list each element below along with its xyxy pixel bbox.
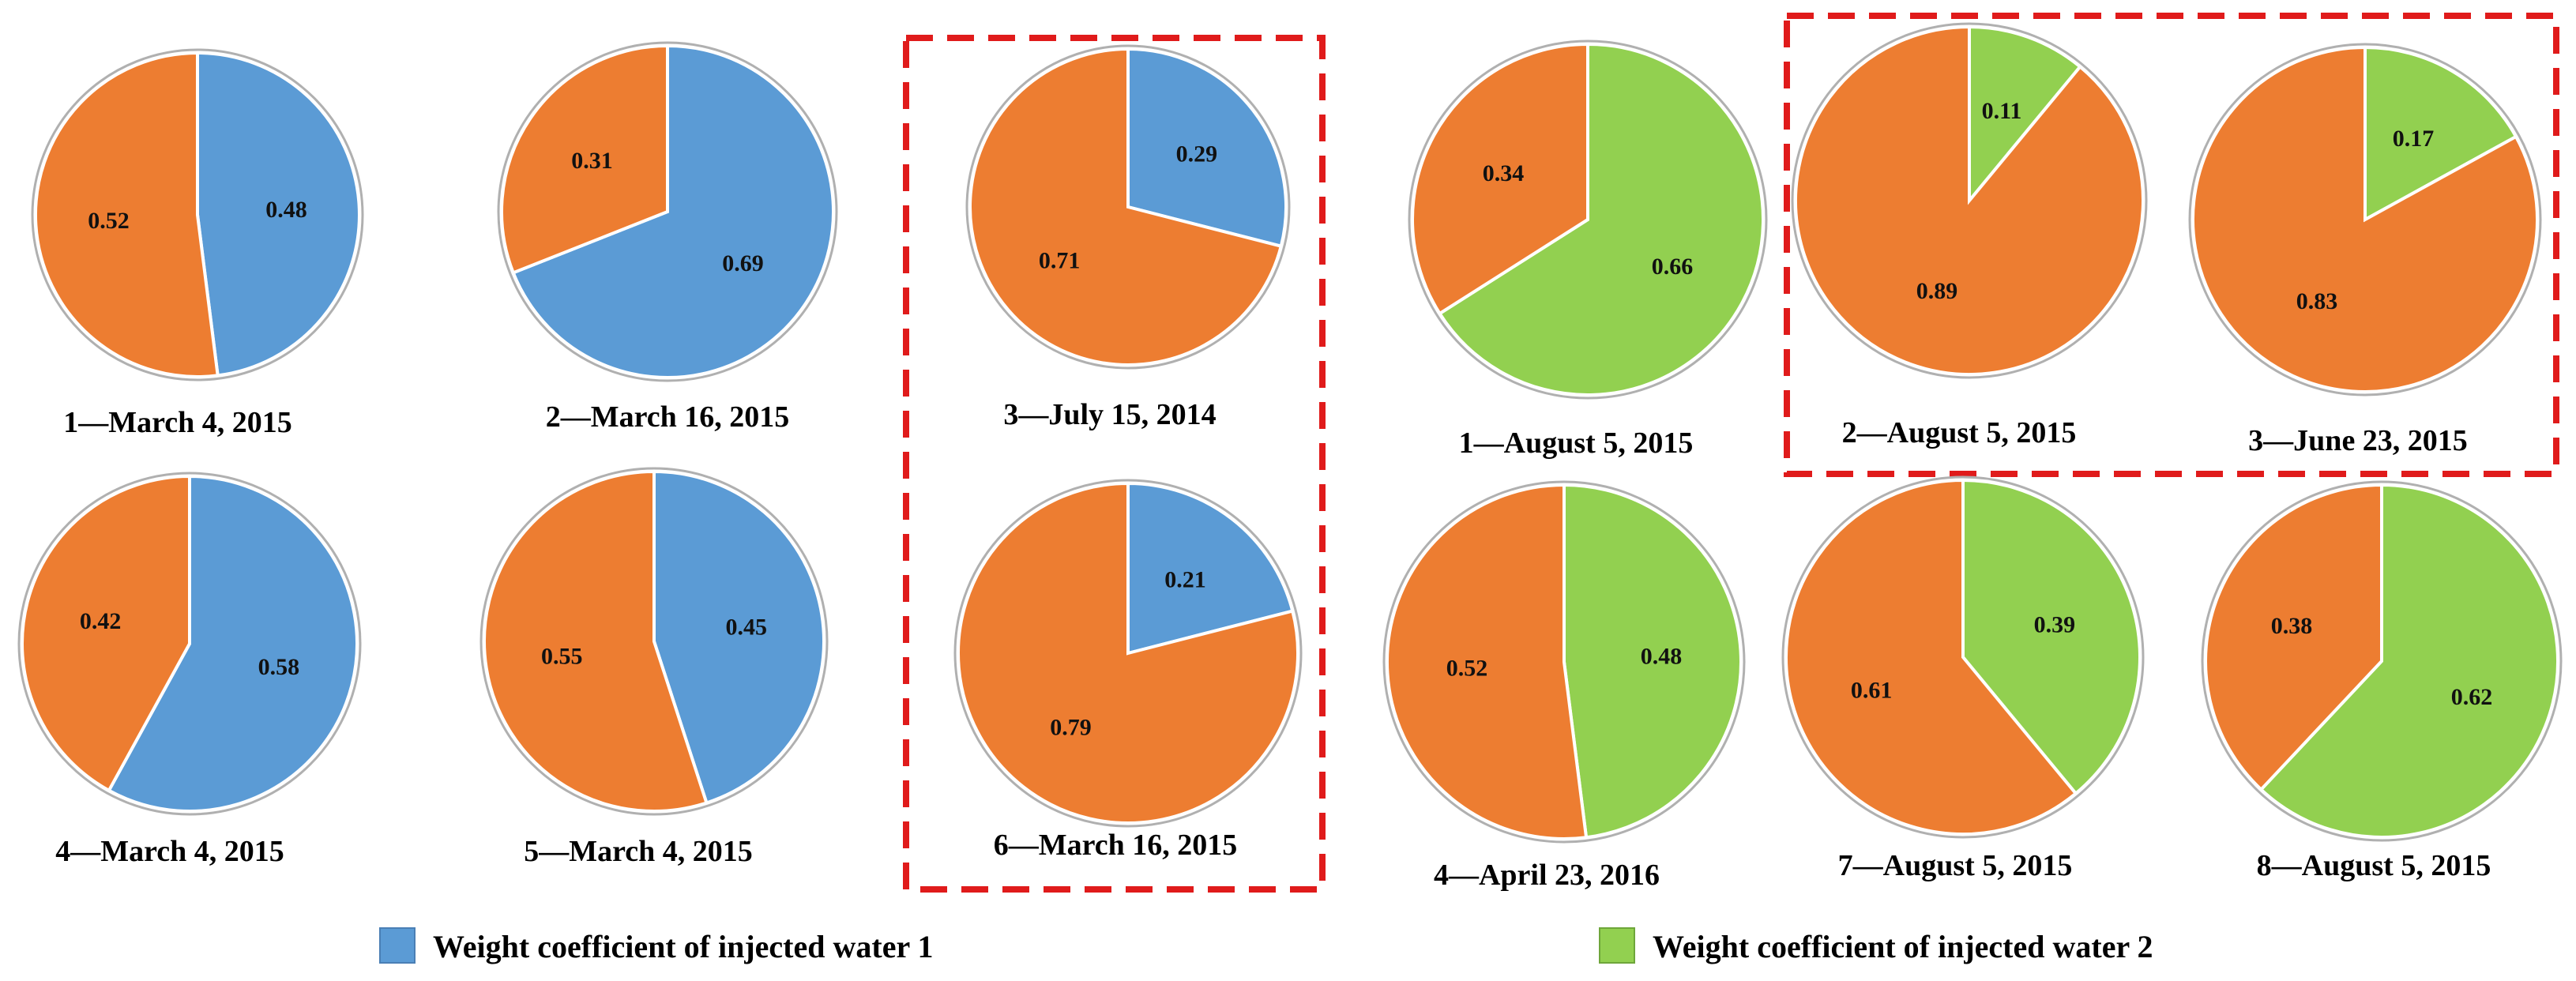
pie-value-label: 0.29 [1176,141,1218,167]
pie-caption: 7—August 5, 2015 [1838,849,2073,882]
pie-chart-9: 0.17 0.83 3—June 23, 2015 [2188,43,2542,457]
pie-slice-orange [1386,483,1589,840]
highlight-box-right [1784,13,2559,477]
pie-outline [479,467,829,816]
pie-chart-5: 0.45 0.55 5—March 4, 2015 [479,467,829,868]
pie-value-label: 0.45 [726,615,768,641]
pie-outline [965,44,1291,370]
pie-slice-green [2258,483,2559,839]
pie-chart-11: 0.39 0.61 7—August 5, 2015 [1781,475,2145,882]
pie-slice-blue [1126,47,1288,249]
pie-value-label: 0.48 [1641,643,1683,669]
pie-value-label: 0.58 [258,654,300,680]
pie-caption: 2—August 5, 2015 [1842,416,2077,449]
pie-caption: 4—March 4, 2015 [55,835,284,868]
legend-label-water-2: Weight coefficient of injected water 2 [1653,929,2153,964]
pie-value-label: 0.31 [571,148,613,174]
pie-slice-green [1961,478,2142,796]
legend-label-water-1: Weight coefficient of injected water 1 [433,929,934,964]
pie-value-label: 0.71 [1039,247,1081,273]
pie-value-label: 0.52 [88,208,130,234]
pie-value-label: 0.38 [2271,613,2313,639]
pie-slice-green [1563,483,1743,840]
pie-chart-12: 0.62 0.38 8—August 5, 2015 [2201,480,2563,882]
pie-value-label: 0.17 [2393,126,2435,152]
pie-value-label: 0.39 [2034,611,2076,637]
pie-outline [1408,39,1768,400]
pie-slice-orange [1411,42,1589,316]
pie-caption: 1—March 4, 2015 [63,406,292,439]
pie-chart-2: 0.69 0.31 2—March 16, 2015 [497,41,838,434]
pie-value-label: 0.89 [1916,278,1958,304]
pie-caption: 5—March 4, 2015 [524,835,753,868]
pie-value-label: 0.48 [265,197,307,223]
legend-swatch-water-2 [1599,927,1635,964]
pie-slice-green [1437,42,1765,397]
pie-value-label: 0.79 [1050,714,1092,740]
pie-slice-blue [1126,481,1295,656]
pie-caption: 2—March 16, 2015 [546,400,790,434]
pie-value-label: 0.83 [2296,288,2338,314]
pie-value-label: 0.69 [722,250,764,276]
pie-value-label: 0.55 [541,644,583,670]
pie-slice-orange [1784,478,2078,836]
pie-value-label: 0.61 [1851,678,1893,704]
highlight-box-left [903,35,1326,893]
pie-slice-orange [968,47,1284,366]
pie-outline [1382,480,1746,844]
pie-outline [2201,480,2563,842]
pie-slice-orange [20,474,191,793]
pie-chart-1: 0.48 0.52 1—March 4, 2015 [31,48,364,439]
pie-chart-4: 0.58 0.42 4—March 4, 2015 [17,472,362,868]
pie-slice-orange [2204,483,2383,792]
pie-caption: 4—April 23, 2016 [1434,859,1660,892]
pie-outline [17,472,362,816]
legend: Weight coefficient of injected water 1 W… [379,927,2153,964]
pie-slice-orange [34,51,220,378]
pie-value-label: 0.11 [1982,98,2022,124]
pie-slice-orange [957,481,1299,825]
pie-caption: 3—July 15, 2014 [1003,398,1216,431]
pie-value-label: 0.52 [1446,656,1488,682]
pie-value-label: 0.42 [80,608,122,634]
pie-outline [31,48,364,382]
pie-slice-green [1968,24,2083,205]
legend-swatch-water-1 [379,927,416,964]
pie-caption: 1—August 5, 2015 [1459,427,1694,460]
pie-slice-orange [2191,45,2539,393]
pie-outline [2188,43,2542,397]
pie-slice-orange [483,469,709,813]
pie-slice-blue [196,51,361,378]
pie-outline [953,479,1303,828]
pie-charts: 0.48 0.52 1—March 4, 2015 0.69 0.31 2—March 1… [17,22,2563,892]
pie-value-label: 0.21 [1164,567,1206,593]
pie-chart-7: 0.66 0.34 1—August 5, 2015 [1408,39,1768,460]
pie-slice-blue [652,469,825,806]
pie-slice-blue [107,474,359,813]
highlight-boxes [903,13,2559,893]
pie-slice-orange [500,43,669,275]
pie-slice-green [2364,45,2518,223]
pie-slice-orange [1793,24,2145,376]
pie-chart-8: 0.11 0.89 2—August 5, 2015 [1791,22,2148,449]
pie-value-label: 0.66 [1652,254,1694,280]
pie-caption: 3—June 23, 2015 [2248,424,2468,457]
pie-value-label: 0.62 [2451,684,2493,710]
pie-caption: 8—August 5, 2015 [2257,849,2491,882]
pie-chart-10: 0.48 0.52 4—April 23, 2016 [1382,480,1746,892]
pie-caption: 6—March 16, 2015 [994,829,1238,862]
pie-outline [1791,22,2148,379]
pie-chart-6: 0.21 0.79 6—March 16, 2015 [953,479,1303,862]
pie-outline [497,41,838,382]
pie-outline [1781,475,2145,839]
pie-chart-3: 0.29 0.71 3—July 15, 2014 [965,44,1291,431]
pie-slice-blue [511,43,835,379]
pie-value-label: 0.34 [1483,160,1525,186]
